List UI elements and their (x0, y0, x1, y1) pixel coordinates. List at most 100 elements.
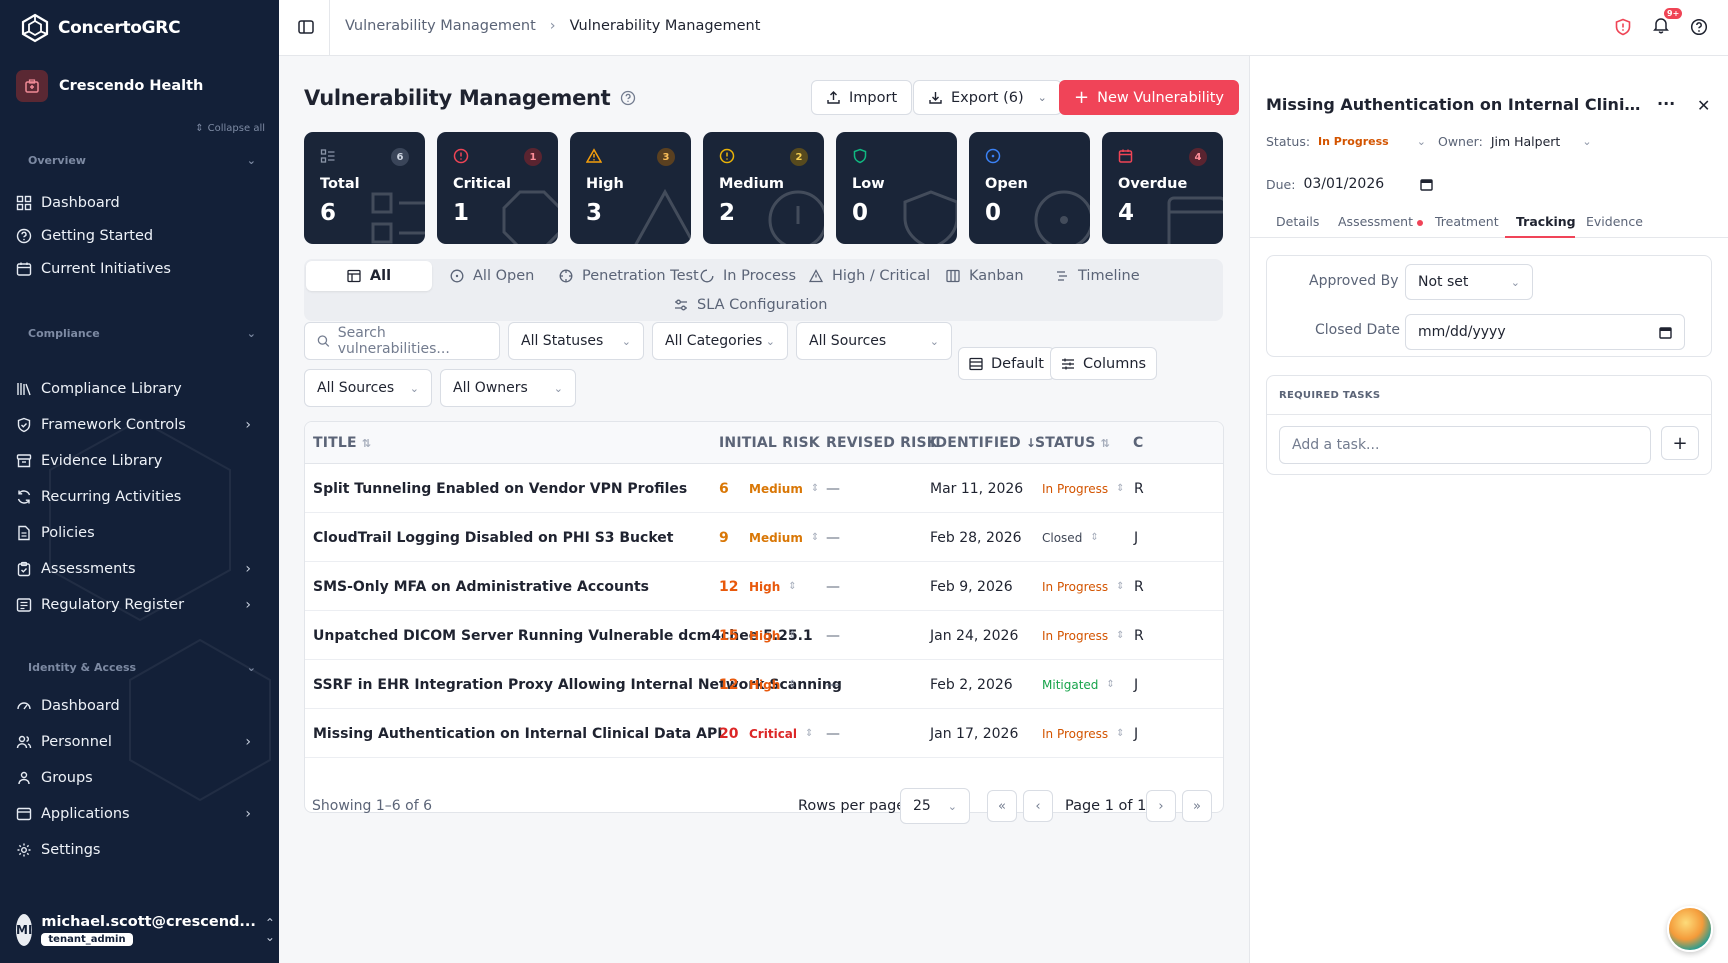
sidebar-item-settings[interactable]: Settings (16, 834, 263, 866)
tab-kanban[interactable]: Kanban (932, 261, 1038, 291)
stat-critical[interactable]: 1 Critical 1 (437, 132, 558, 244)
table-row[interactable]: Unpatched DICOM Server Running Vulnerabl… (305, 611, 1223, 660)
sidebar-item-framework-controls[interactable]: Framework Controls › (16, 409, 263, 441)
help-icon[interactable] (1690, 18, 1708, 36)
source-filter[interactable]: All Sources ⌄ (796, 322, 952, 360)
row-title[interactable]: SMS-Only MFA on Administrative Accounts (313, 578, 650, 595)
status-cell[interactable]: Mitigated ⇕ (1042, 660, 1115, 709)
column-header-identified[interactable]: IDENTIFIED ↓ (930, 422, 1036, 464)
approved-by-select[interactable]: Not set ⌄ (1405, 264, 1533, 300)
table-row[interactable]: Missing Authentication on Internal Clini… (305, 709, 1223, 758)
default-view-button[interactable]: Default (958, 347, 1055, 380)
calendar-icon[interactable] (1420, 178, 1433, 191)
import-button[interactable]: Import (811, 80, 913, 115)
section-identity-header[interactable]: Identity & Access ⌄ (28, 661, 256, 674)
status-cell[interactable]: Closed ⇕ (1042, 513, 1099, 562)
export-button[interactable]: Export (6) ⌄ (913, 80, 1062, 115)
search-input[interactable]: Search vulnerabilities... (304, 322, 500, 360)
status-field[interactable]: Status: In Progress ⌄ (1266, 134, 1426, 149)
help-circle-icon[interactable] (620, 90, 636, 106)
breadcrumb-link[interactable]: Vulnerability Management (345, 18, 536, 34)
tab-assessment[interactable]: Assessment (1338, 214, 1423, 229)
initial-risk-cell[interactable]: 12 High ⇕ (719, 660, 797, 709)
tab-sla-configuration[interactable]: SLA Configuration (660, 290, 841, 320)
more-options-icon[interactable]: ··· (1657, 94, 1676, 113)
tab-details[interactable]: Details (1276, 214, 1320, 229)
add-task-input[interactable]: Add a task... (1279, 426, 1651, 464)
tab-all-open[interactable]: All Open (436, 261, 548, 291)
row-title[interactable]: Unpatched DICOM Server Running Vulnerabl… (313, 627, 813, 644)
rows-per-page-select[interactable]: 25 ⌄ (900, 788, 970, 824)
tab-evidence[interactable]: Evidence (1586, 214, 1643, 229)
owner-field[interactable]: Owner: Jim Halpert ⌄ (1438, 134, 1592, 149)
column-header-owner[interactable]: C (1133, 422, 1143, 464)
sidebar-item-regulatory-register[interactable]: Regulatory Register › (16, 589, 263, 621)
category-filter[interactable]: All Categories ⌄ (652, 322, 788, 360)
table-row[interactable]: CloudTrail Logging Disabled on PHI S3 Bu… (305, 513, 1223, 562)
stat-open[interactable]: Open 0 (969, 132, 1090, 244)
status-cell[interactable]: In Progress ⇕ (1042, 611, 1125, 660)
sidebar-item-assessments[interactable]: Assessments › (16, 553, 263, 585)
sidebar-item-groups[interactable]: Groups (16, 762, 263, 794)
status-cell[interactable]: In Progress ⇕ (1042, 562, 1125, 611)
stat-high[interactable]: 3 High 3 (570, 132, 691, 244)
assistant-avatar-button[interactable] (1667, 906, 1713, 952)
row-title[interactable]: Missing Authentication on Internal Clini… (313, 725, 723, 742)
initial-risk-cell[interactable]: 20 Critical ⇕ (719, 709, 813, 758)
sidebar-item-getting-started[interactable]: Getting Started (16, 220, 263, 252)
column-header-title[interactable]: TITLE ⇅ (313, 422, 371, 464)
initial-risk-cell[interactable]: 6 Medium ⇕ (719, 464, 819, 513)
sidebar-item-current-initiatives[interactable]: Current Initiatives (16, 253, 263, 285)
status-cell[interactable]: In Progress ⇕ (1042, 709, 1125, 758)
owner-filter[interactable]: All Owners ⌄ (440, 369, 576, 407)
source-filter-secondary[interactable]: All Sources ⌄ (304, 369, 432, 407)
sidebar-item-personnel[interactable]: Personnel › (16, 726, 263, 758)
user-menu[interactable]: MI michael.scott@crescend... tenant_admi… (16, 914, 275, 946)
sidebar-item-evidence-library[interactable]: Evidence Library (16, 445, 263, 477)
row-title[interactable]: CloudTrail Logging Disabled on PHI S3 Bu… (313, 529, 674, 546)
next-page-button[interactable]: › (1146, 790, 1176, 822)
sidebar-toggle-icon[interactable] (297, 18, 315, 36)
add-task-button[interactable]: + (1661, 426, 1699, 460)
last-page-button[interactable]: » (1182, 790, 1212, 822)
sidebar-item-recurring-activities[interactable]: Recurring Activities (16, 481, 263, 513)
initial-risk-cell[interactable]: 12 High ⇕ (719, 562, 797, 611)
closed-date-input[interactable]: mm/dd/yyyy (1405, 314, 1685, 350)
initial-risk-cell[interactable]: 15 High ⇕ (719, 611, 797, 660)
new-vulnerability-button[interactable]: + New Vulnerability (1059, 80, 1239, 115)
columns-button[interactable]: Columns (1050, 347, 1158, 380)
prev-page-button[interactable]: ‹ (1023, 790, 1053, 822)
initial-risk-cell[interactable]: 9 Medium ⇕ (719, 513, 819, 562)
section-overview-header[interactable]: Overview ⌄ (28, 154, 256, 167)
stat-medium[interactable]: 2 Medium 2 (703, 132, 824, 244)
first-page-button[interactable]: « (987, 790, 1017, 822)
table-row[interactable]: SSRF in EHR Integration Proxy Allowing I… (305, 660, 1223, 709)
stat-total[interactable]: 6 Total 6 (304, 132, 425, 244)
tab-high-critical[interactable]: High / Critical (795, 261, 944, 291)
org-switcher[interactable]: Crescendo Health (16, 70, 203, 102)
stat-overdue[interactable]: 4 Overdue 4 (1102, 132, 1223, 244)
sidebar-item-compliance-library[interactable]: Compliance Library (16, 373, 263, 405)
due-date-field[interactable]: Due: 03/01/2026 (1266, 176, 1433, 192)
table-row[interactable]: Split Tunneling Enabled on Vendor VPN Pr… (305, 464, 1223, 513)
row-title[interactable]: SSRF in EHR Integration Proxy Allowing I… (313, 676, 842, 693)
status-cell[interactable]: In Progress ⇕ (1042, 464, 1125, 513)
column-header-status[interactable]: STATUS ⇅ (1035, 422, 1110, 464)
tab-treatment[interactable]: Treatment (1435, 214, 1499, 229)
shield-alert-icon[interactable] (1614, 18, 1632, 36)
tab-all[interactable]: All (306, 261, 432, 291)
row-title[interactable]: Split Tunneling Enabled on Vendor VPN Pr… (313, 480, 688, 497)
tab-timeline[interactable]: Timeline (1041, 261, 1154, 291)
collapse-all-button[interactable]: ⇕ Collapse all (195, 123, 265, 134)
stat-low[interactable]: Low 0 (836, 132, 957, 244)
notifications-button[interactable]: 9+ (1652, 8, 1683, 38)
status-filter[interactable]: All Statuses ⌄ (508, 322, 644, 360)
column-header-revised-risk[interactable]: REVISED RISK (826, 422, 938, 464)
close-icon[interactable]: ✕ (1697, 96, 1711, 115)
sidebar-item-applications[interactable]: Applications › (16, 798, 263, 830)
section-compliance-header[interactable]: Compliance ⌄ (28, 327, 256, 340)
sidebar-item-dashboard[interactable]: Dashboard (16, 187, 263, 219)
brand[interactable]: ConcertoGRC (20, 13, 181, 43)
sidebar-item-policies[interactable]: Policies (16, 517, 263, 549)
tab-in-process[interactable]: In Process (686, 261, 810, 291)
